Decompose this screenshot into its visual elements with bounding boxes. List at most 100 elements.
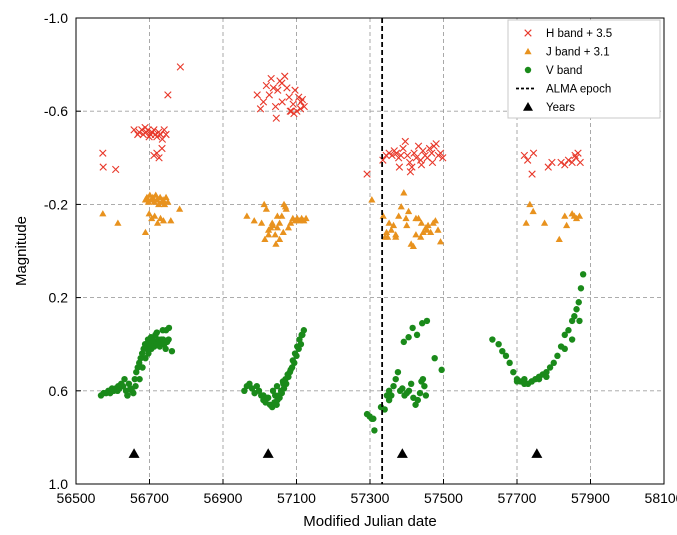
x-tick-label: 57100: [277, 490, 316, 506]
marker-stroke: [295, 93, 303, 101]
year-marker: [396, 448, 408, 458]
legend-label: ALMA epoch: [546, 84, 611, 96]
marker-stroke: [428, 149, 436, 157]
data-point: [571, 151, 579, 160]
data-points: [97, 63, 587, 434]
marker-stroke: [272, 114, 280, 122]
data-point: [119, 382, 127, 390]
data-point: [271, 102, 280, 111]
data-point: [273, 382, 281, 390]
marker-stroke: [156, 130, 165, 139]
marker-stroke: [162, 130, 170, 139]
data-point: [379, 156, 387, 164]
data-point: [416, 389, 424, 397]
data-point: [279, 228, 287, 236]
data-point: [412, 214, 420, 222]
marker-stroke: [576, 158, 584, 167]
data-point: [404, 207, 413, 215]
data-point: [294, 343, 301, 350]
data-point: [392, 231, 400, 238]
marker-stroke: [379, 156, 387, 164]
data-point: [535, 375, 543, 383]
data-point: [431, 217, 440, 224]
legend-symbol: [524, 66, 532, 74]
data-point: [268, 219, 276, 226]
annotations: [128, 18, 543, 484]
marker-stroke: [520, 151, 529, 160]
data-point: [162, 345, 169, 353]
data-point: [112, 165, 120, 174]
data-point: [285, 93, 293, 101]
data-point: [520, 151, 529, 160]
marker-stroke: [283, 84, 291, 92]
data-point: [406, 168, 415, 176]
data-point: [142, 354, 149, 362]
data-point: [176, 205, 184, 212]
marker-stroke: [289, 100, 297, 108]
data-point: [265, 394, 272, 401]
marker-stroke: [253, 91, 261, 99]
data-point: [165, 336, 172, 343]
y-tick-label: 0.6: [49, 383, 69, 399]
marker-stroke: [164, 91, 172, 99]
data-point: [423, 226, 431, 233]
marker-stroke: [425, 144, 434, 153]
data-point: [548, 158, 556, 167]
data-point: [405, 387, 413, 394]
data-point: [139, 364, 146, 371]
data-point: [568, 336, 576, 343]
data-point: [287, 219, 295, 226]
data-point: [368, 196, 376, 203]
data-point: [417, 219, 426, 226]
data-point: [561, 345, 568, 353]
marker-stroke: [278, 79, 286, 87]
data-point: [403, 221, 411, 229]
data-point: [285, 373, 292, 381]
data-point: [421, 382, 428, 390]
data-point: [573, 306, 580, 313]
marker-stroke: [414, 142, 423, 150]
data-point: [151, 212, 159, 219]
data-point: [431, 354, 438, 362]
marker-stroke: [397, 151, 405, 160]
data-point: [257, 219, 266, 226]
marker-stroke: [412, 154, 420, 162]
data-point: [130, 126, 138, 134]
data-point: [271, 231, 279, 238]
data-point: [406, 158, 414, 167]
marker-stroke: [392, 149, 401, 157]
data-point: [302, 214, 310, 222]
data-point: [248, 385, 256, 392]
data-point: [250, 217, 258, 224]
legend-symbol: [523, 102, 533, 111]
data-point: [164, 91, 172, 99]
data-point: [385, 396, 393, 404]
marker-stroke: [436, 149, 445, 157]
marker-stroke: [155, 154, 163, 162]
data-point: [543, 368, 550, 376]
marker-stroke: [259, 98, 268, 106]
legend-label: Years: [546, 102, 575, 114]
data-point: [152, 191, 160, 198]
data-point: [521, 380, 528, 388]
marker-stroke: [130, 126, 138, 134]
marker-stroke: [401, 137, 409, 146]
data-point: [409, 242, 417, 250]
data-point: [576, 317, 583, 325]
y-tick-label: -0.2: [44, 196, 68, 212]
data-point: [289, 100, 297, 108]
data-point: [563, 221, 571, 229]
data-point: [400, 189, 408, 196]
data-point: [394, 368, 402, 376]
data-point: [400, 338, 408, 346]
data-point: [390, 382, 397, 390]
data-point: [363, 170, 371, 178]
data-point: [568, 158, 576, 167]
data-point: [546, 364, 554, 371]
data-point: [423, 317, 431, 325]
data-point: [377, 403, 385, 411]
data-point: [424, 221, 432, 229]
data-point: [278, 79, 286, 87]
data-point: [136, 375, 143, 383]
data-point: [413, 331, 421, 339]
